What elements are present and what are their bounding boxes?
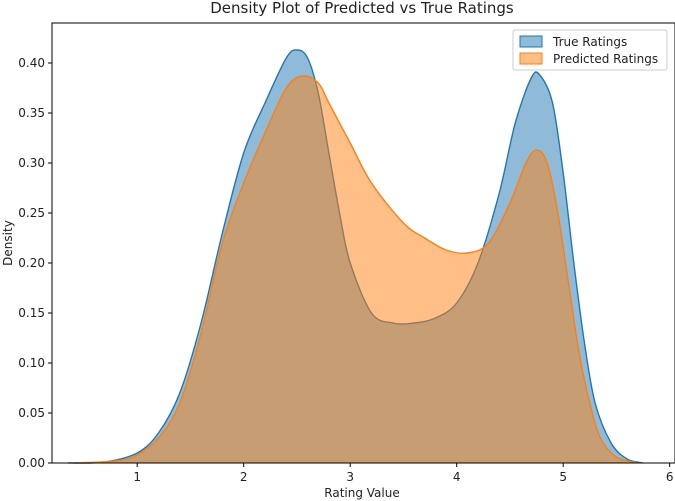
y-tick-label: 0.25 xyxy=(18,206,45,220)
legend-label-true-ratings: True Ratings xyxy=(552,35,627,49)
y-tick-label: 0.40 xyxy=(18,56,45,70)
y-tick-label: 0.10 xyxy=(18,356,45,370)
legend: True Ratings Predicted Ratings xyxy=(512,29,668,71)
x-tick-label: 2 xyxy=(240,470,248,484)
y-axis-ticks: 0.00 0.05 0.10 0.15 0.20 0.25 0.30 0.35 0.40 xyxy=(18,56,52,470)
density-area-predicted-ratings xyxy=(73,75,638,464)
chart-title: Density Plot of Predicted vs True Rating… xyxy=(210,0,514,17)
y-tick-label: 0.05 xyxy=(18,406,45,420)
y-tick-label: 0.35 xyxy=(18,106,45,120)
y-tick-label: 0.15 xyxy=(18,306,45,320)
y-tick-label: 0.30 xyxy=(18,156,45,170)
legend-swatch-predicted-ratings xyxy=(519,52,543,65)
x-tick-label: 3 xyxy=(346,470,354,484)
x-tick-label: 6 xyxy=(666,470,674,484)
x-tick-label: 5 xyxy=(559,470,567,484)
x-tick-label: 4 xyxy=(453,470,461,484)
y-tick-label: 0.20 xyxy=(18,256,45,270)
legend-box xyxy=(512,29,668,71)
plot-frame xyxy=(51,22,675,464)
x-axis-ticks: 1 2 3 4 5 6 xyxy=(133,463,673,484)
density-areas xyxy=(67,49,644,464)
legend-swatch-true-ratings xyxy=(519,35,543,48)
x-axis-label: Rating Value xyxy=(324,486,399,500)
density-line-predicted-ratings xyxy=(73,75,638,464)
x-tick-label: 1 xyxy=(133,470,141,484)
legend-label-predicted-ratings: Predicted Ratings xyxy=(553,52,658,66)
y-axis-label: Density xyxy=(1,220,15,266)
y-tick-label: 0.00 xyxy=(18,456,45,470)
